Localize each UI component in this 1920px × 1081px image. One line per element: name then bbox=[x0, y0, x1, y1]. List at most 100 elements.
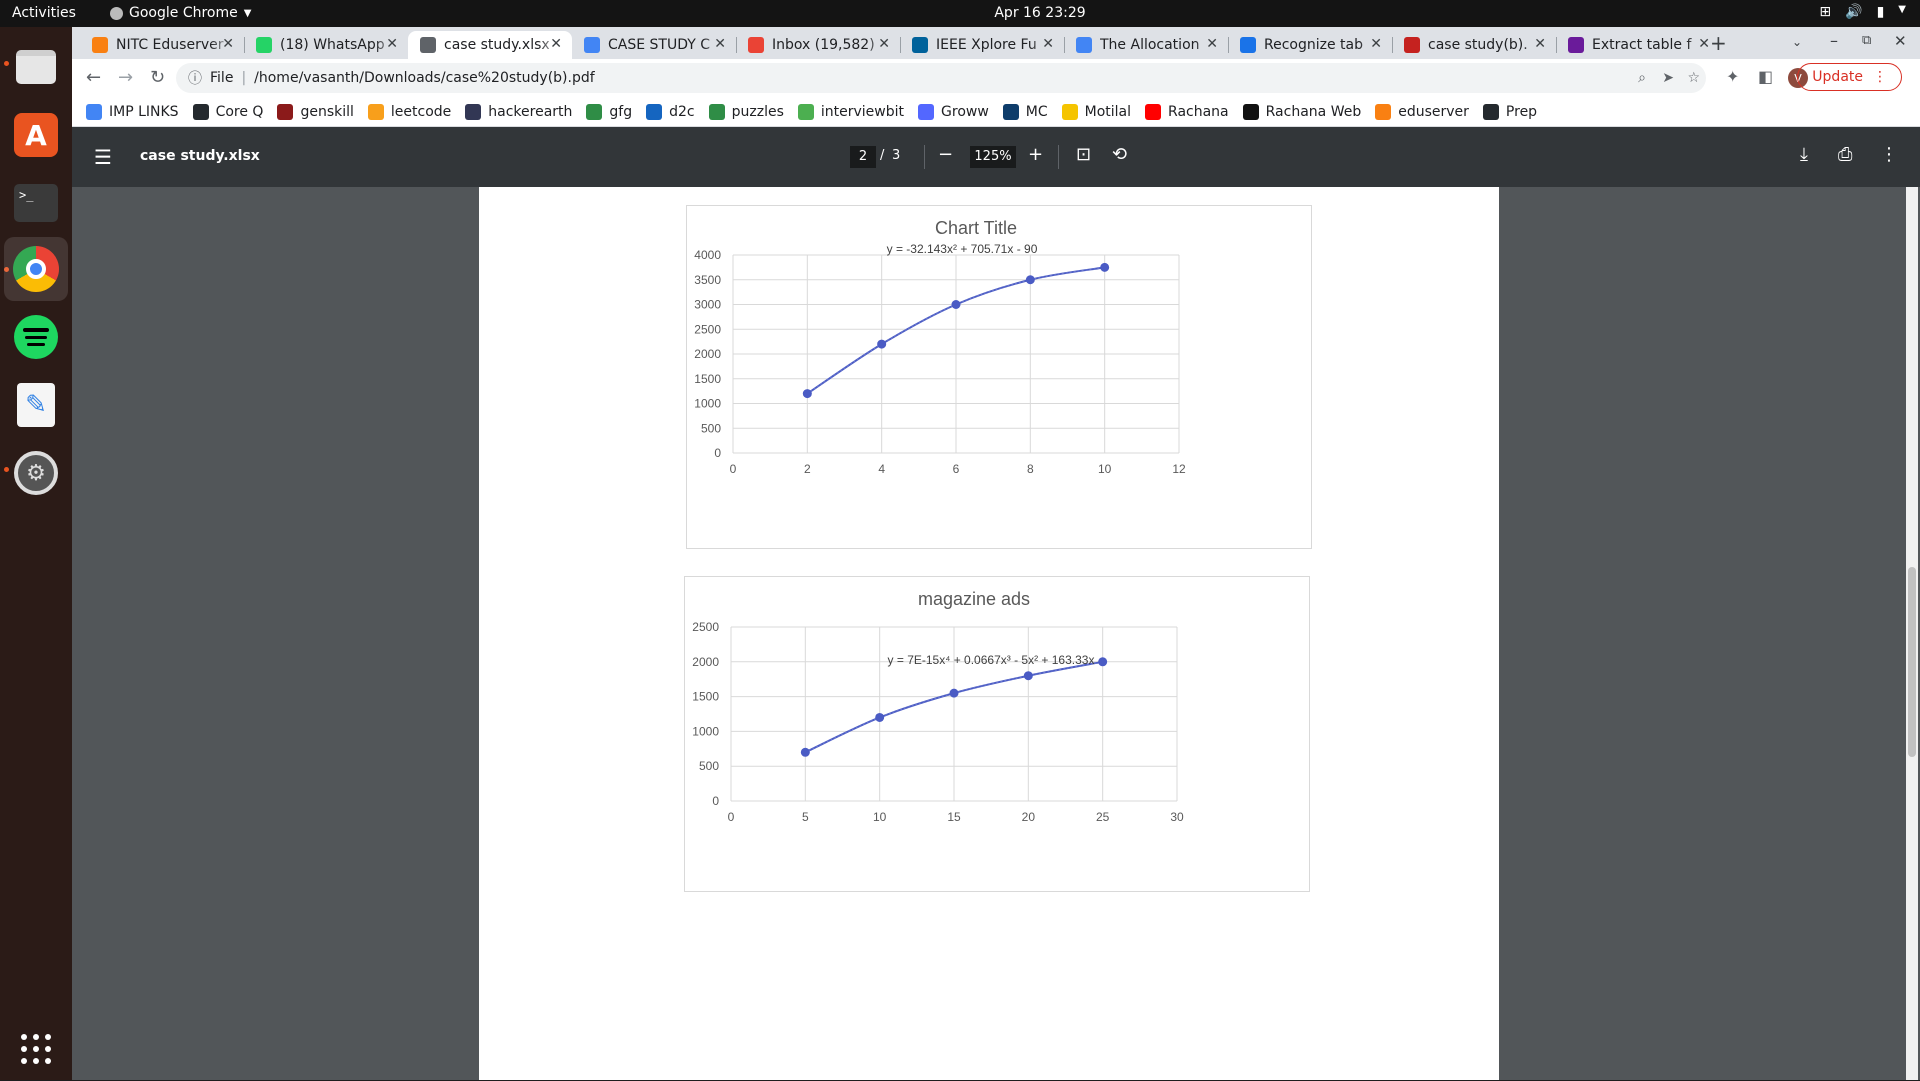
update-button[interactable]: Update ⋮ bbox=[1797, 63, 1902, 91]
files-icon[interactable] bbox=[4, 35, 68, 99]
spotify-icon[interactable] bbox=[4, 305, 68, 369]
data-point[interactable] bbox=[1100, 262, 1110, 272]
tab[interactable]: Recognize tab ✕ bbox=[1228, 31, 1392, 59]
bookmark-item[interactable]: Rachana bbox=[1145, 103, 1229, 120]
data-point[interactable] bbox=[877, 339, 887, 349]
tab-close-icon[interactable]: ✕ bbox=[714, 36, 726, 52]
bookmark-star-icon[interactable]: ☆ bbox=[1687, 70, 1700, 86]
bookmark-item[interactable]: Core Q bbox=[192, 103, 263, 120]
chart-frame-1[interactable]: Chart Title 0 500 1000 1500 2000 2500 3000 3500 4… bbox=[686, 205, 1312, 549]
bookmark-item[interactable]: Rachana Web bbox=[1242, 103, 1361, 120]
more-actions-icon[interactable]: ⋮ bbox=[1880, 144, 1898, 165]
bookmark-item[interactable]: puzzles bbox=[708, 103, 784, 120]
bookmark-item[interactable]: IMP LINKS bbox=[86, 103, 179, 120]
tab-close-icon[interactable]: ✕ bbox=[550, 36, 562, 52]
bookmark-label: leetcode bbox=[390, 103, 452, 120]
tab[interactable]: Inbox (19,582) ✕ bbox=[736, 31, 900, 59]
data-point[interactable] bbox=[1025, 275, 1035, 285]
tab[interactable]: CASE STUDY C ✕ bbox=[572, 31, 736, 59]
tab-close-icon[interactable]: ✕ bbox=[222, 36, 234, 52]
zoom-out-button[interactable]: − bbox=[938, 144, 954, 165]
text-editor-icon[interactable]: ✎ bbox=[4, 373, 68, 437]
tab-close-icon[interactable]: ✕ bbox=[1534, 36, 1546, 52]
bookmark-item[interactable]: eduserver bbox=[1375, 103, 1469, 120]
minimize-button[interactable]: – bbox=[1830, 31, 1838, 50]
tab-title: NITC Eduserver bbox=[116, 37, 224, 53]
page-number-input[interactable]: 2 bbox=[850, 146, 876, 168]
rotate-icon[interactable]: ⟲ bbox=[1112, 144, 1128, 165]
bookmark-item[interactable]: hackerearth bbox=[465, 103, 572, 120]
zoom-in-button[interactable]: + bbox=[1028, 144, 1044, 165]
y-tick-label: 4000 bbox=[694, 248, 721, 262]
maximize-button[interactable]: ⧉ bbox=[1862, 33, 1872, 48]
data-point[interactable] bbox=[1023, 671, 1033, 681]
bookmark-item[interactable]: d2c bbox=[646, 103, 695, 120]
tab-close-icon[interactable]: ✕ bbox=[1698, 36, 1710, 52]
forward-icon[interactable]: → bbox=[118, 67, 134, 88]
bookmark-label: Groww bbox=[941, 103, 989, 120]
terminal-icon[interactable]: >_ bbox=[4, 171, 68, 235]
tab[interactable]: The Allocation ✕ bbox=[1064, 31, 1228, 59]
bookmark-item[interactable]: leetcode bbox=[367, 103, 452, 120]
data-point[interactable] bbox=[800, 747, 810, 757]
data-point[interactable] bbox=[949, 688, 959, 698]
data-point[interactable] bbox=[802, 389, 812, 399]
zoom-level-input[interactable]: 125% bbox=[970, 146, 1016, 168]
bookmark-item[interactable]: Prep bbox=[1482, 103, 1537, 120]
system-top-bar: Activities Google Chrome ▼ Apr 16 23:29 … bbox=[0, 0, 1920, 27]
tab-search-icon[interactable]: ⌄ bbox=[1792, 35, 1803, 49]
info-icon[interactable]: ⓘ bbox=[188, 71, 202, 87]
address-bar[interactable]: ⓘ File | /home/vasanth/Downloads/case%20… bbox=[176, 63, 1706, 93]
fit-page-icon[interactable]: ⊡ bbox=[1076, 144, 1092, 165]
bookmark-item[interactable]: Motilal bbox=[1061, 103, 1131, 120]
print-icon[interactable]: ⎙ bbox=[1838, 144, 1853, 165]
bookmark-item[interactable]: genskill bbox=[277, 103, 354, 120]
bookmark-item[interactable]: MC bbox=[1002, 103, 1048, 120]
tab[interactable]: Extract table f ✕ bbox=[1556, 31, 1720, 59]
running-indicator bbox=[4, 61, 9, 66]
tab-separator bbox=[900, 37, 901, 53]
tab[interactable]: NITC Eduserver ✕ bbox=[80, 31, 244, 59]
download-icon[interactable]: ⤓ bbox=[1800, 144, 1808, 165]
extensions-icon[interactable]: ✦ bbox=[1726, 67, 1740, 86]
share-icon[interactable]: ➤ bbox=[1662, 70, 1674, 86]
clock[interactable]: Apr 16 23:29 bbox=[994, 5, 1086, 21]
tab[interactable]: case study(b). ✕ bbox=[1392, 31, 1556, 59]
data-point[interactable] bbox=[951, 300, 961, 309]
pdf-document-area[interactable]: Chart Title 0 500 1000 1500 2000 2500 3000 3500 4… bbox=[72, 187, 1920, 1080]
url-scheme: File bbox=[210, 70, 234, 86]
tab-close-icon[interactable]: ✕ bbox=[386, 36, 398, 52]
tab-close-icon[interactable]: ✕ bbox=[878, 36, 890, 52]
data-point[interactable] bbox=[1098, 657, 1108, 667]
tab-close-icon[interactable]: ✕ bbox=[1042, 36, 1054, 52]
bookmark-item[interactable]: Groww bbox=[918, 103, 989, 120]
new-tab-button[interactable]: + bbox=[1710, 31, 1727, 55]
tab-close-icon[interactable]: ✕ bbox=[1370, 36, 1382, 52]
tab[interactable]: case study.xlsx ✕ bbox=[408, 31, 572, 59]
scrollbar-thumb[interactable] bbox=[1908, 567, 1916, 757]
pdf-icon bbox=[1240, 37, 1256, 53]
reload-icon[interactable]: ↻ bbox=[150, 67, 166, 88]
settings-icon[interactable]: ⚙ bbox=[4, 441, 68, 505]
bookmark-item[interactable]: gfg bbox=[586, 103, 632, 120]
app-menu[interactable]: Google Chrome ▼ bbox=[110, 5, 251, 21]
side-panel-icon[interactable]: ◧ bbox=[1758, 67, 1774, 86]
software-center-icon[interactable]: A bbox=[4, 103, 68, 167]
tab-close-icon[interactable]: ✕ bbox=[1206, 36, 1218, 52]
bookmark-item[interactable]: interviewbit bbox=[797, 103, 904, 120]
url-text[interactable]: /home/vasanth/Downloads/case%20study(b).… bbox=[254, 70, 595, 86]
zoom-icon[interactable]: ⌕ bbox=[1638, 70, 1646, 86]
show-apps-icon[interactable] bbox=[4, 1017, 68, 1081]
data-point[interactable] bbox=[875, 712, 885, 722]
tab[interactable]: IEEE Xplore Fu ✕ bbox=[900, 31, 1064, 59]
chrome-icon[interactable] bbox=[4, 237, 68, 301]
system-tray[interactable]: ⊞ 🔊 ▮ ▼ bbox=[1819, 4, 1906, 20]
chart-frame-2[interactable]: magazine ads 0 500 1000 1500 2000 2500 0 5 10 15 20… bbox=[684, 576, 1310, 892]
back-icon[interactable]: ← bbox=[86, 67, 102, 88]
activities-button[interactable]: Activities bbox=[12, 5, 76, 21]
tab[interactable]: (18) WhatsApp ✕ bbox=[244, 31, 408, 59]
pdf-scrollbar[interactable] bbox=[1906, 187, 1918, 1080]
hamburger-menu-icon[interactable]: ☰ bbox=[94, 145, 112, 169]
close-window-button[interactable]: ✕ bbox=[1894, 32, 1907, 50]
whatsapp-icon bbox=[256, 37, 272, 53]
